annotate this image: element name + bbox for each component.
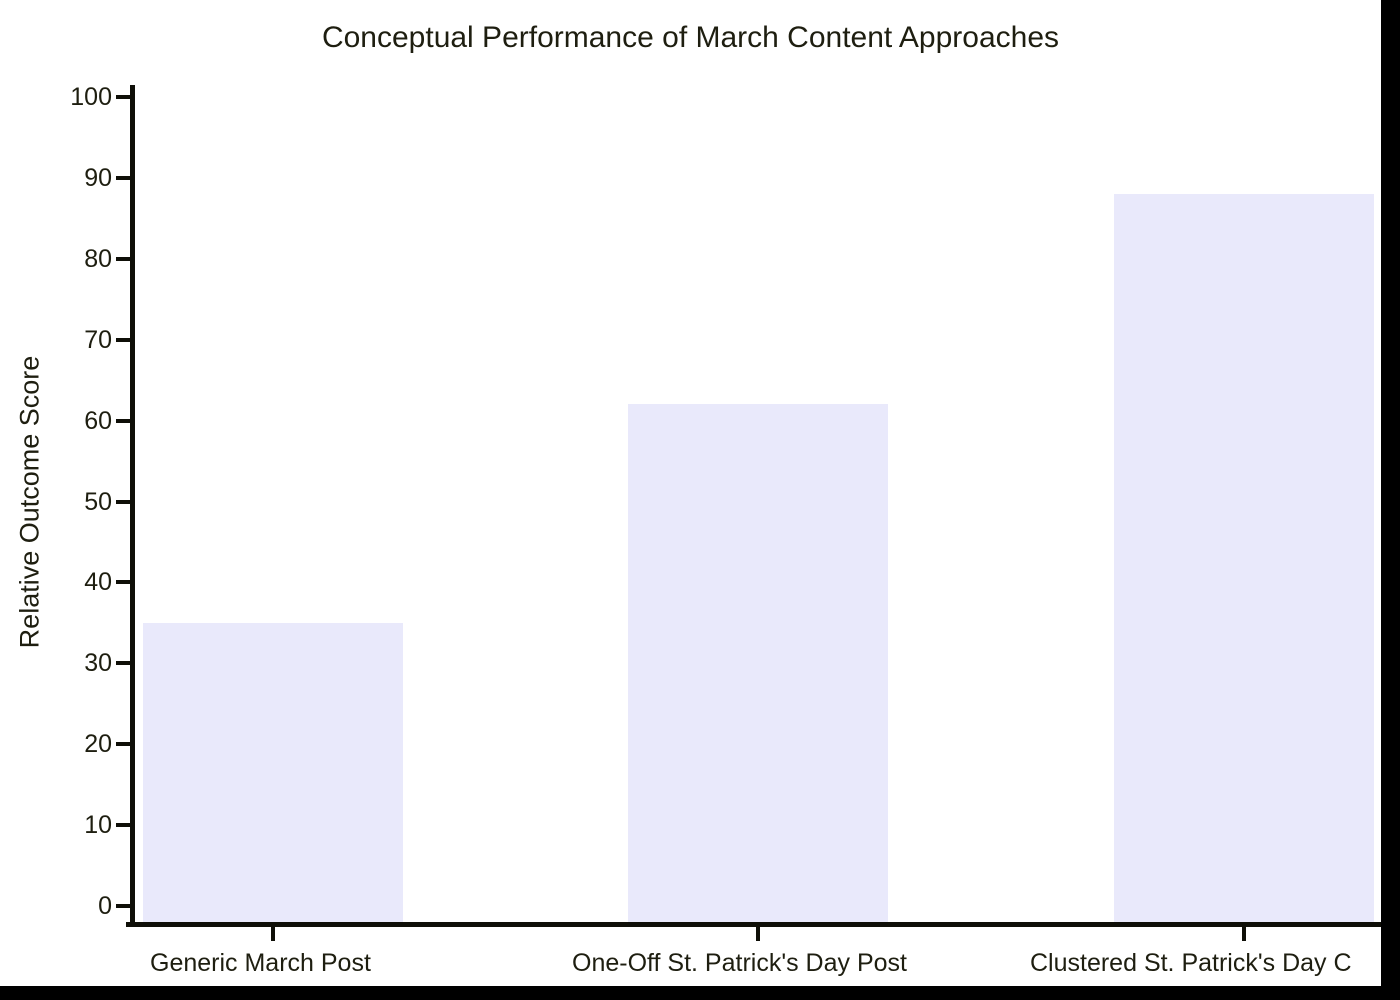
x-axis-label: One-Off St. Patrick's Day Post [572, 949, 907, 977]
y-tick-mark [116, 95, 130, 99]
y-tick-label: 60 [84, 406, 112, 435]
y-tick-mark [116, 337, 130, 342]
y-tick-label: 80 [84, 244, 112, 273]
y-tick-mark [116, 742, 130, 747]
y-axis-line [130, 85, 135, 927]
y-tick-mark [116, 904, 130, 908]
bar [628, 404, 888, 922]
y-tick-label: 30 [84, 649, 112, 678]
x-axis-label: Generic March Post [150, 949, 371, 977]
y-tick-mark [116, 256, 130, 261]
y-tick-label: 40 [84, 568, 112, 597]
y-tick-mark [116, 580, 130, 585]
y-tick-mark [116, 661, 130, 666]
y-tick-label: 10 [84, 811, 112, 840]
x-tick-mark [756, 927, 760, 941]
y-tick-label: 0 [98, 892, 112, 920]
y-tick-mark [116, 823, 130, 828]
y-tick-label: 70 [84, 325, 112, 354]
bar [143, 622, 403, 922]
x-tick-mark [271, 927, 275, 941]
y-tick-mark [116, 418, 130, 423]
bar [1114, 194, 1374, 922]
y-tick-label: 100 [70, 83, 112, 111]
y-tick-label: 90 [84, 163, 112, 192]
y-tick-label: 20 [84, 730, 112, 759]
y-tick-mark [116, 175, 130, 180]
chart-title: Conceptual Performance of March Content … [321, 21, 1060, 54]
x-tick-mark [1242, 927, 1246, 941]
x-axis-label: Clustered St. Patrick's Day C [1030, 949, 1352, 977]
y-tick-mark [116, 499, 130, 504]
bar-chart: Conceptual Performance of March Content … [0, 0, 1381, 986]
y-tick-label: 50 [84, 487, 112, 516]
x-axis-line [126, 922, 1381, 927]
